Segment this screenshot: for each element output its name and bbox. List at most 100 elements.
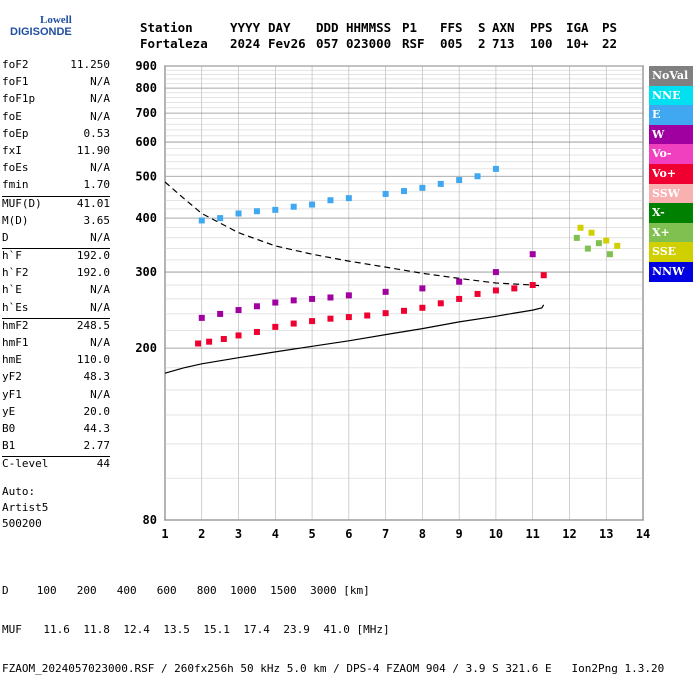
- footer-value: 800: [196, 584, 217, 597]
- echo-point: [456, 177, 463, 184]
- muf-unit: [MHz]: [356, 623, 390, 636]
- legend-item: SSW: [649, 183, 693, 204]
- echo-point: [272, 299, 279, 306]
- echo-point: [235, 307, 242, 314]
- echo-point: [577, 224, 584, 231]
- hdr-value: 2024: [230, 36, 261, 51]
- echo-point: [456, 278, 463, 285]
- param-row: h`F2 192.0: [2, 266, 110, 283]
- param-name: hmF1: [2, 336, 29, 349]
- param-row: foF2 11.250: [2, 58, 110, 75]
- footer-value: 200: [76, 584, 97, 597]
- param-name: fmin: [2, 178, 29, 192]
- electron-density-profile-line: [164, 304, 545, 374]
- x-tick-label: 7: [382, 527, 389, 541]
- param-value: N/A: [90, 92, 110, 106]
- x-tick-label: 9: [456, 527, 463, 541]
- param-name: foEs: [2, 161, 29, 175]
- scaled-parameters-panel: foF2 11.250 foF1 N/A foF1p N/A foE N/A foEp 0.53 f…: [2, 58, 110, 475]
- hdr-value: 10+: [566, 36, 589, 51]
- footer-value: 1500: [270, 584, 297, 597]
- hdr-label: IGA: [566, 20, 589, 35]
- echo-point: [206, 338, 213, 345]
- x-tick-label: 4: [272, 527, 279, 541]
- echo-point: [606, 251, 613, 258]
- echo-point: [492, 287, 499, 294]
- param-row: B0 44.3: [2, 422, 110, 439]
- muf-row: MUF 11.6 11.8 12.4 13.5 15.1 17.4 23.9 41.0 [MHz…: [2, 623, 664, 636]
- echo-point: [584, 245, 591, 252]
- echo-point: [253, 208, 260, 215]
- param-value: N/A: [90, 300, 110, 314]
- ionogram-chart: 1 2 3 4 5 6 7 8 9 10 11 12 13 14802003004005006007008…: [135, 59, 650, 541]
- echo-point: [345, 314, 352, 321]
- echo-point: [419, 304, 426, 311]
- param-value: 41.01: [76, 196, 110, 210]
- echo-point: [235, 332, 242, 339]
- hdr-value: 22: [602, 36, 618, 51]
- param-name: foF2: [2, 58, 29, 71]
- echo-point: [588, 229, 595, 236]
- param-value: 192.0: [76, 266, 110, 280]
- echo-point: [540, 272, 547, 279]
- echo-point: [253, 328, 260, 335]
- echo-point: [364, 312, 371, 319]
- param-row: D N/A: [2, 231, 110, 248]
- param-row: h`E N/A: [2, 283, 110, 300]
- hdr-label: S: [478, 20, 486, 35]
- echo-point: [437, 300, 444, 307]
- param-value: N/A: [90, 109, 110, 123]
- legend-item: X+: [649, 222, 693, 243]
- logo-digisonde: DIGISONDE: [10, 26, 72, 38]
- x-tick-label: 6: [345, 527, 352, 541]
- param-name: MUF(D): [2, 196, 42, 210]
- echo-point: [529, 251, 536, 258]
- autoscale-info: Auto: Artist5 500200: [2, 484, 48, 532]
- param-value: 2.77: [83, 439, 111, 453]
- echo-point: [195, 340, 202, 347]
- hdr-value: Fortaleza: [140, 36, 208, 51]
- param-row: MUF(D) 41.01: [2, 197, 110, 214]
- param-value: 11.250: [70, 58, 110, 71]
- echo-point: [272, 206, 279, 213]
- param-value: 3.65: [83, 213, 111, 227]
- param-row: h`Es N/A: [2, 301, 110, 318]
- x-tick-label: 12: [562, 527, 576, 541]
- param-name: foEp: [2, 126, 29, 140]
- param-name: foF1: [2, 75, 29, 89]
- x-tick-label: 5: [308, 527, 315, 541]
- hdr-label: HHMMSS: [346, 20, 392, 35]
- hdr-value: 005: [440, 36, 463, 51]
- hdr-label: AXN: [492, 20, 515, 35]
- x-tick-label: 11: [525, 527, 539, 541]
- echo-point: [474, 173, 481, 180]
- echo-point: [327, 197, 334, 204]
- param-value: N/A: [90, 75, 110, 89]
- hdr-label: FFS: [440, 20, 463, 35]
- param-name: h`F2: [2, 266, 29, 280]
- profile-extrapolation-dashed-line: [164, 181, 541, 287]
- hdr-label: PPS: [530, 20, 553, 35]
- hdr-label: YYYY: [230, 20, 261, 35]
- echo-point: [220, 335, 227, 342]
- y-tick-label: 700: [135, 106, 157, 120]
- param-name: yF1: [2, 387, 22, 401]
- legend-item: SSE: [649, 242, 693, 262]
- station-header: Station YYYY DAY DDD HHMMSS P1 FFS S AXN…: [140, 20, 617, 52]
- echo-point: [290, 203, 297, 210]
- file-info: FZAOM_2024057023000.RSF / 260fx256h 50 k…: [2, 662, 665, 675]
- hdr-value: 057: [316, 36, 339, 51]
- hdr-value: Fev26: [268, 36, 306, 51]
- param-value: N/A: [90, 283, 110, 297]
- legend-item: NNE: [649, 85, 693, 106]
- legend-item: Vo+: [649, 163, 693, 184]
- param-row: M(D) 3.65: [2, 214, 110, 231]
- echo-point: [595, 240, 602, 247]
- echo-point: [198, 217, 205, 224]
- footer: D 100 200 400 600 800 1000 1500 3000 [km] MUF 11.…: [2, 558, 664, 688]
- y-tick-label: 600: [135, 135, 157, 149]
- hdr-value: RSF: [402, 36, 425, 51]
- x-tick-label: 8: [419, 527, 426, 541]
- param-name: D: [2, 230, 9, 244]
- x-tick-label: 2: [198, 527, 205, 541]
